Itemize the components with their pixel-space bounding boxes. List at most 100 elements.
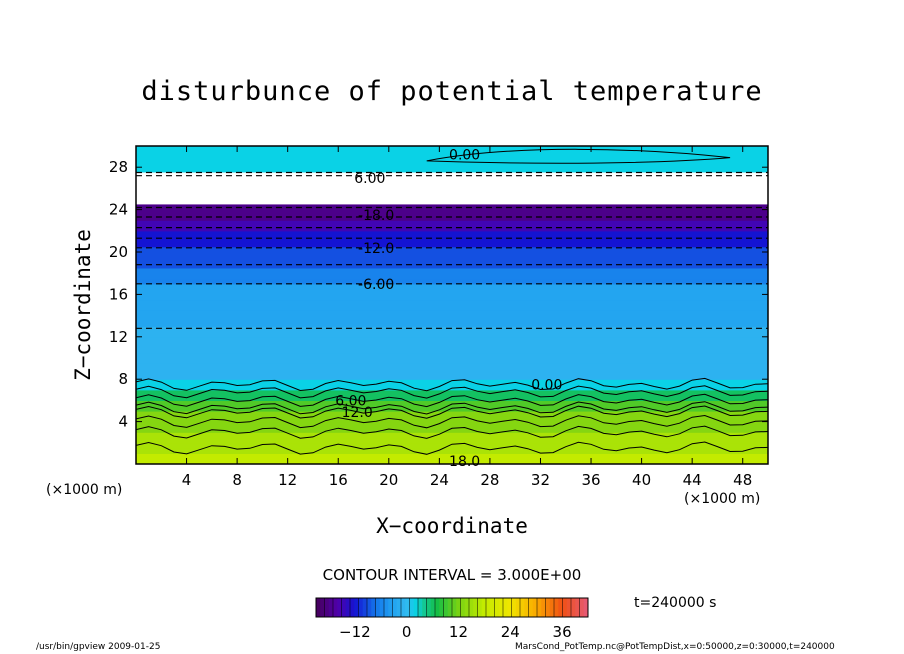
footer-source: MarsCond_PotTemp.nc@PotTempDist,x=0:5000… [515, 642, 835, 652]
x-tick-label: 40 [632, 471, 651, 489]
contour-line [136, 401, 768, 415]
field-band [136, 458, 768, 464]
contour-label: -12.0 [358, 241, 394, 257]
y-tick-label: 8 [118, 370, 128, 388]
colorbar-cell [354, 598, 359, 617]
colorbar-tick-label: 36 [553, 623, 572, 641]
colorbar-cell [358, 598, 364, 617]
colorbar-cell [375, 598, 381, 617]
contour-interval-label: CONTOUR INTERVAL = 3.000E+00 [322, 566, 582, 584]
colorbar-tick-label: −12 [339, 623, 371, 641]
colorbar-cell [554, 598, 559, 617]
field-band [136, 278, 768, 285]
colorbar-cell [528, 598, 534, 617]
field-band [136, 241, 768, 248]
field-band [136, 246, 768, 253]
colorbar-cell [498, 598, 504, 617]
field-band [136, 230, 768, 237]
field-band [136, 400, 768, 407]
field-band [136, 432, 768, 439]
field-band [136, 336, 768, 343]
field-band [136, 204, 768, 211]
colorbar-cell [575, 598, 580, 617]
colorbar-tick-label: 24 [501, 623, 520, 641]
x-unit-label: (×1000 m) [684, 491, 761, 507]
contour-line [136, 414, 768, 429]
colorbar-tick-label: 0 [402, 623, 412, 641]
y-tick-label: 28 [109, 158, 128, 176]
x-tick-label: 28 [480, 471, 499, 489]
colorbar-cell [337, 598, 342, 617]
field-band [136, 411, 768, 417]
colorbar-cell [320, 598, 325, 617]
colorbar-cell [345, 598, 351, 617]
colorbar-cell [367, 598, 372, 617]
colorbar-cell [435, 598, 440, 617]
x-tick-label: 4 [182, 471, 192, 489]
field-band [136, 389, 768, 396]
colorbar-cell [362, 598, 368, 617]
colorbar-cell [333, 598, 338, 617]
potential-temperature-field [136, 146, 768, 464]
colorbar-cell [579, 598, 585, 617]
y-tick-label: 12 [109, 328, 128, 346]
colorbar-cell [371, 598, 376, 617]
colorbar-cell [494, 598, 500, 617]
colorbar-cell [452, 598, 457, 617]
field-band [136, 373, 768, 380]
field-band [136, 294, 768, 301]
colorbar-cell [443, 598, 449, 617]
x-tick-label: 32 [531, 471, 550, 489]
colorbar-cell [549, 598, 555, 617]
colorbar-cell [316, 598, 321, 617]
x-axis-label: X−coordinate [376, 514, 528, 538]
colorbar-cell [541, 598, 546, 617]
field-band [136, 368, 768, 375]
colorbar-cell [558, 598, 563, 617]
field-band [136, 299, 768, 306]
field-band [136, 236, 768, 242]
colorbar-cell [405, 598, 410, 617]
field-band [136, 289, 768, 295]
x-tick-label: 24 [430, 471, 449, 489]
colorbar-cell [422, 598, 427, 617]
colorbar-cell [511, 598, 517, 617]
colorbar-cell [418, 598, 423, 617]
field-band [136, 257, 768, 264]
colorbar-cell [545, 598, 551, 617]
colorbar-cell [486, 598, 491, 617]
field-band [136, 421, 768, 428]
colorbar-cell [481, 598, 487, 617]
contour-label: 6.00 [354, 171, 385, 187]
field-band [136, 331, 768, 338]
colorbar-cell [473, 598, 478, 617]
colorbar-cell [524, 598, 529, 617]
x-tick-label: 8 [232, 471, 242, 489]
footer-program-date: /usr/bin/gpview 2009-01-25 [36, 642, 161, 652]
field-band [136, 262, 768, 269]
colorbar-cell [413, 598, 419, 617]
field-undefined-gap [136, 172, 768, 205]
field-band [136, 363, 768, 370]
field-band [136, 225, 768, 232]
field-band [136, 283, 768, 290]
field-band [136, 384, 768, 391]
field-band [136, 448, 768, 454]
field-band [136, 320, 768, 327]
field-band [136, 326, 768, 333]
colorbar-cell [503, 598, 508, 617]
colorbar-cell [562, 598, 568, 617]
contour-label: 0.00 [449, 147, 480, 163]
colorbar-cell [477, 598, 483, 617]
x-tick-label: 20 [379, 471, 398, 489]
colorbar-cell [566, 598, 572, 617]
field-band [136, 220, 768, 227]
contour-line [136, 405, 768, 419]
contour-line [136, 425, 768, 439]
y-tick-label: 16 [109, 285, 128, 303]
colorbar-cell [396, 598, 402, 617]
contour-line [136, 377, 768, 392]
x-tick-label: 36 [581, 471, 600, 489]
colorbar-cell [447, 598, 453, 617]
y-tick-label: 24 [109, 201, 128, 219]
